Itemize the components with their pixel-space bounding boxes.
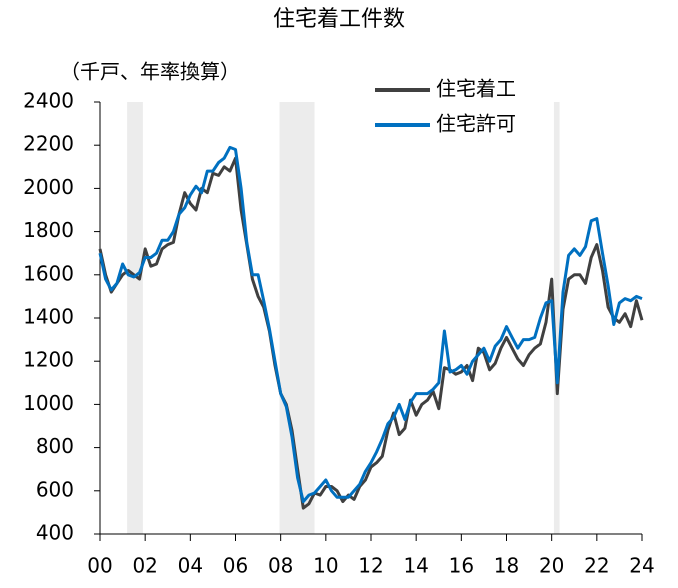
y-tick-label: 2200	[23, 132, 74, 156]
x-tick-label: 06	[223, 554, 248, 578]
y-tick-label: 600	[36, 477, 74, 501]
y-tick-label: 2400	[23, 89, 74, 113]
y-tick-label: 1600	[23, 261, 74, 285]
x-tick-label: 20	[539, 554, 564, 578]
x-tick-label: 18	[494, 554, 519, 578]
x-tick-label: 16	[449, 554, 474, 578]
series-line	[98, 156, 644, 510]
legend-label: 住宅着工	[436, 77, 516, 101]
chart-title: 住宅着工件数	[273, 7, 405, 32]
y-axis-label: （千戸、年率換算）	[60, 60, 240, 84]
x-tick-label: 04	[178, 554, 203, 578]
y-tick-label: 1800	[23, 218, 74, 242]
series-line	[98, 145, 643, 504]
x-tick-label: 00	[87, 554, 112, 578]
x-tick-label: 12	[358, 554, 383, 578]
y-tick-label: 1000	[23, 391, 74, 415]
x-tick-label: 24	[629, 554, 654, 578]
y-tick-label: 1400	[23, 305, 74, 329]
x-tick-label: 14	[403, 554, 428, 578]
y-tick-label: 400	[36, 521, 74, 545]
y-tick-label: 1200	[23, 348, 74, 372]
x-tick-label: 02	[132, 554, 157, 578]
legend-label: 住宅許可	[436, 112, 516, 136]
x-tick-label: 08	[268, 554, 293, 578]
x-tick-label: 10	[313, 554, 338, 578]
y-tick-label: 800	[36, 434, 74, 458]
recession-shade	[553, 102, 560, 534]
x-tick-label: 22	[584, 554, 609, 578]
recession-shade	[127, 102, 143, 534]
y-tick-label: 2000	[23, 175, 74, 199]
